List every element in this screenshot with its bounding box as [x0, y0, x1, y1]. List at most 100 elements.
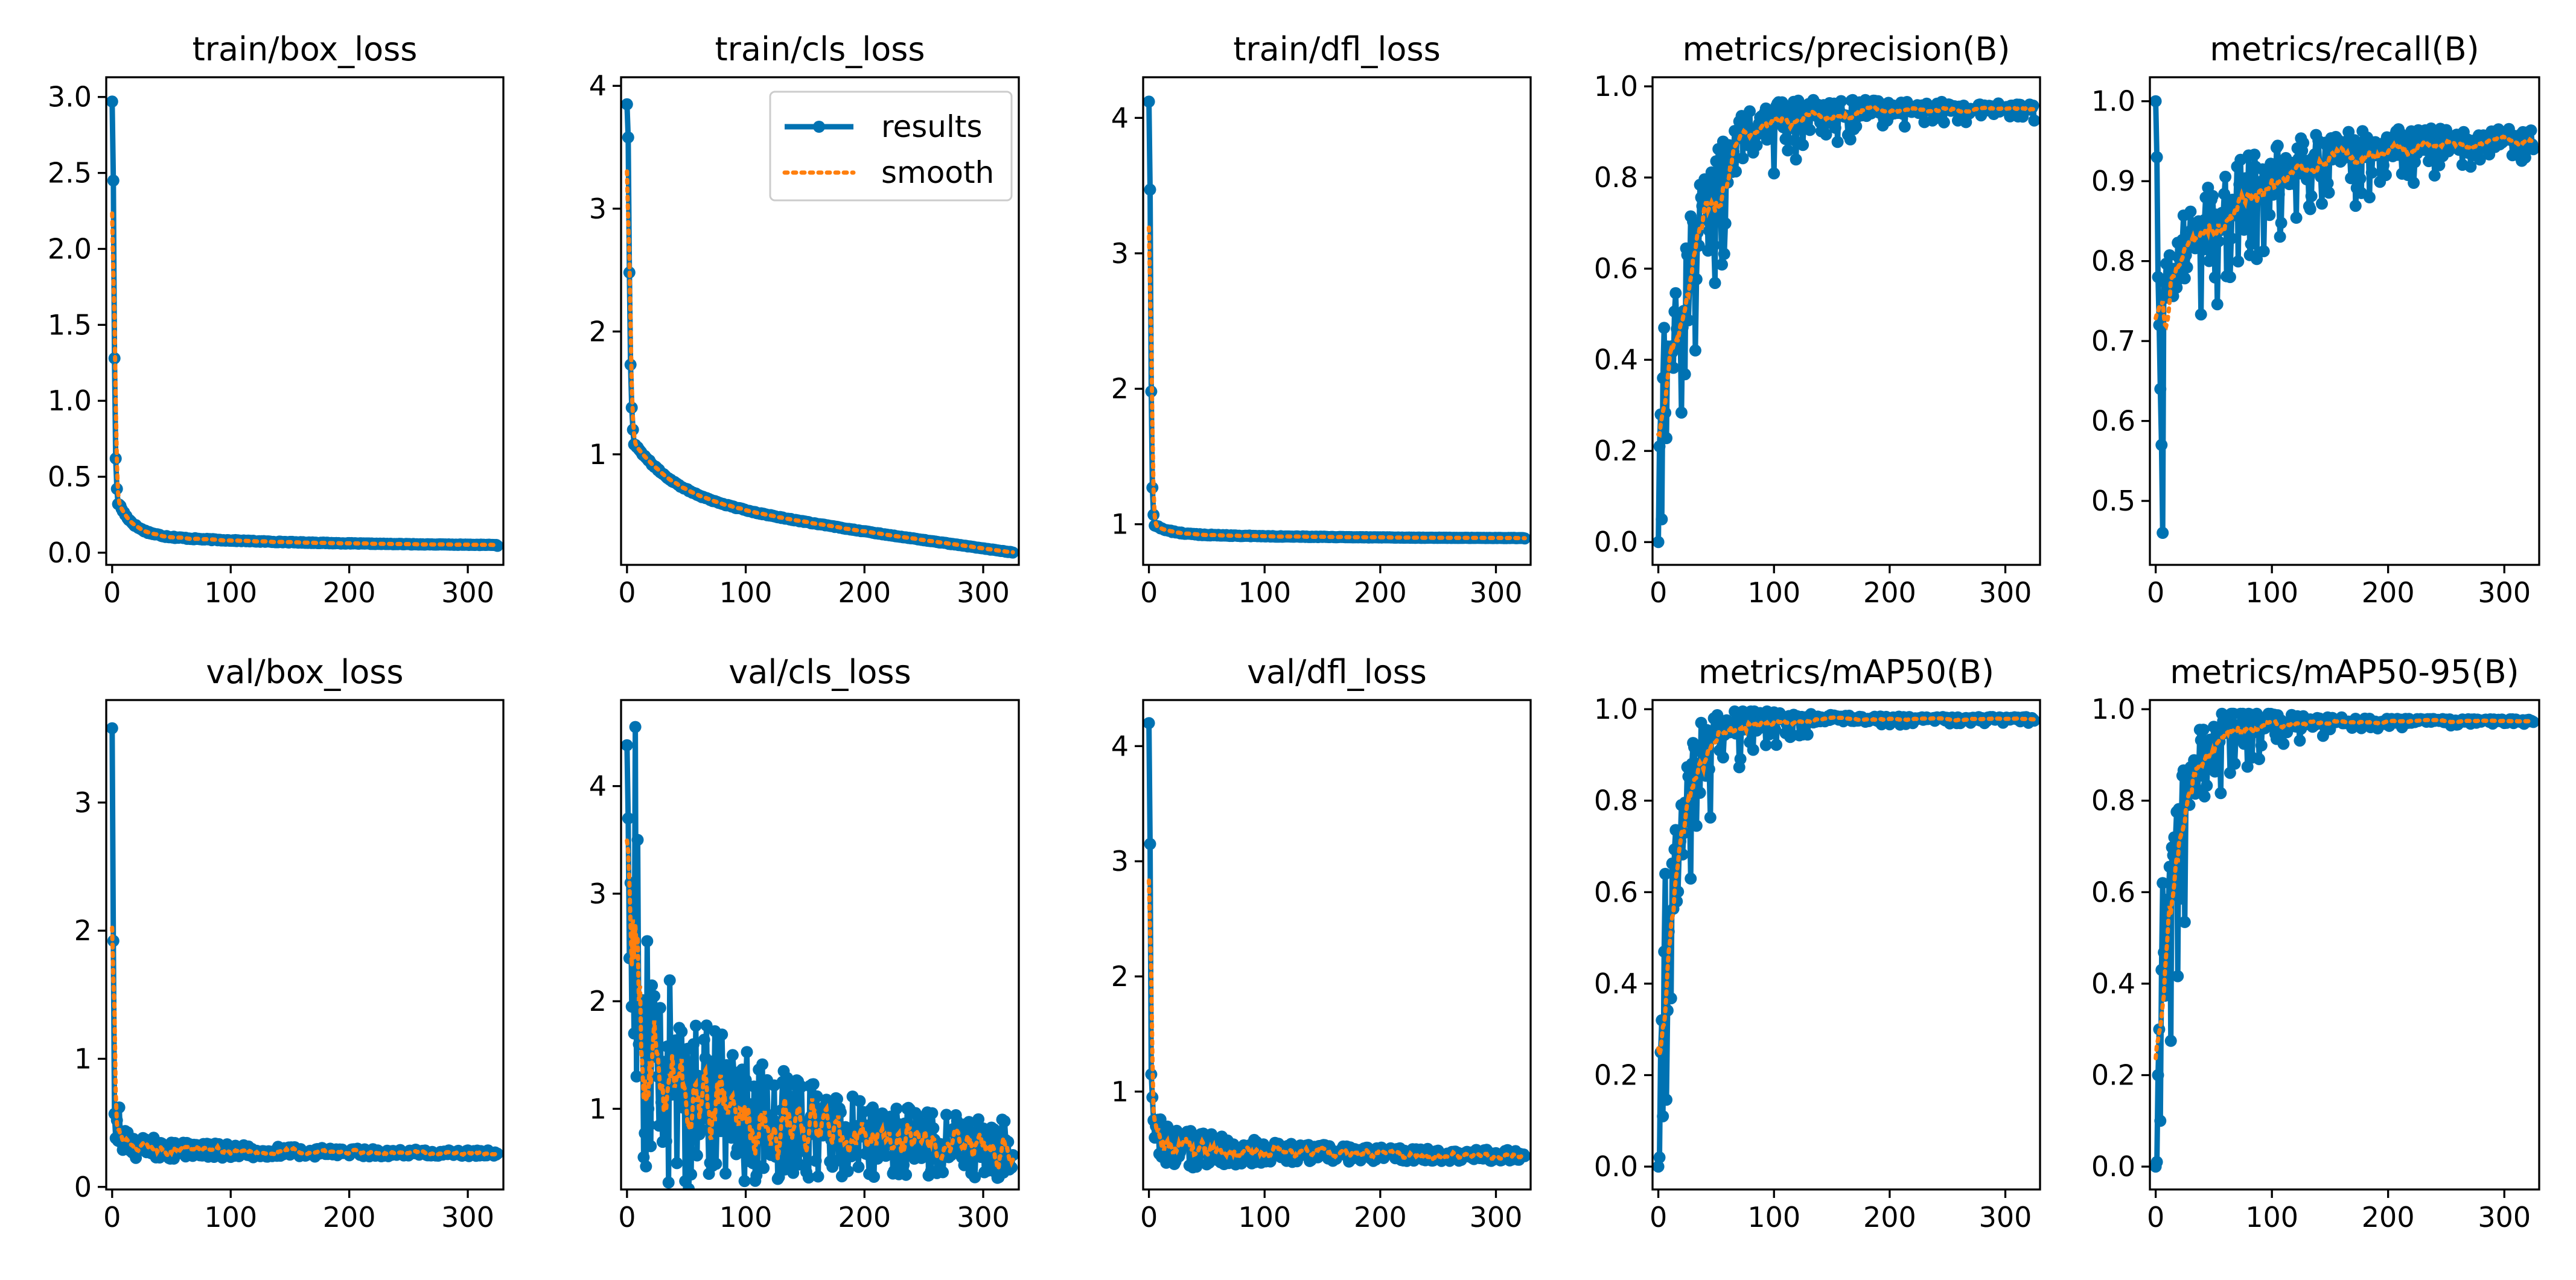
data-point	[683, 1183, 695, 1189]
data-point	[675, 1025, 688, 1038]
data-point	[1779, 133, 1792, 145]
data-point	[2150, 151, 2163, 164]
data-point	[642, 1103, 655, 1115]
data-point	[1703, 224, 1715, 237]
data-point	[2195, 308, 2207, 321]
data-point	[2184, 205, 2197, 218]
data-point	[1653, 440, 1666, 453]
y-tick-label: 4	[589, 69, 607, 102]
data-point	[2157, 527, 2169, 539]
data-point	[2255, 739, 2268, 752]
y-tick-label: 4	[589, 770, 607, 803]
data-point	[1711, 165, 1724, 178]
data-point	[2208, 765, 2221, 778]
data-point	[692, 1069, 704, 1082]
data-point	[2271, 139, 2284, 152]
data-point	[1144, 183, 1156, 196]
plot-area	[2150, 707, 2539, 1173]
x-tick-label: 200	[838, 1201, 891, 1234]
data-point	[972, 1113, 985, 1126]
data-point	[107, 174, 120, 187]
data-point	[1669, 287, 1682, 299]
data-point	[2274, 231, 2286, 243]
data-point	[2241, 760, 2254, 773]
data-point	[1750, 139, 1763, 151]
data-point	[2226, 193, 2239, 206]
data-point	[622, 812, 634, 825]
x-tick-label: 300	[441, 1201, 494, 1234]
x-tick-label: 0	[1650, 1201, 1667, 1234]
x-tick-label: 300	[1470, 576, 1523, 609]
data-point	[2527, 143, 2539, 156]
plot-area	[1653, 705, 2040, 1173]
chart-panel-metrics-precision-b: metrics/precision(B) 0 100 200 300 0.0 0.2 0.4 0…	[1594, 30, 2041, 609]
plot-area	[1143, 717, 1531, 1174]
data-point	[2248, 148, 2261, 161]
results-series-points	[2150, 95, 2539, 539]
data-point	[1658, 322, 1671, 334]
data-point	[1734, 753, 1747, 765]
chart-panel-val-box-loss: val/box_loss 0 100 200 300 0 1 2 3	[74, 653, 505, 1234]
data-point	[2232, 255, 2245, 268]
x-tick-label: 0	[103, 576, 121, 609]
data-point	[2174, 893, 2187, 905]
x-tick-label: 200	[838, 576, 891, 609]
y-tick-label: 3	[1111, 237, 1129, 270]
data-point	[1937, 116, 1950, 129]
data-point	[802, 1171, 815, 1184]
data-point	[1656, 513, 1668, 526]
chart-panel-train-dfl-loss: train/dfl_loss 0 100 200 300 1 2 3 4	[1111, 30, 1532, 609]
data-point	[1768, 167, 1781, 180]
y-tick-label: 3	[1111, 845, 1129, 877]
chart-title: train/box_loss	[193, 30, 418, 68]
data-point	[628, 1027, 640, 1040]
data-point	[2154, 1115, 2167, 1127]
data-point	[2277, 737, 2290, 750]
y-tick-label: 1.0	[2091, 85, 2135, 118]
data-point	[1835, 95, 1848, 107]
data-point	[660, 1135, 672, 1147]
data-point	[2212, 235, 2225, 247]
x-tick-label: 200	[323, 576, 376, 609]
data-point	[2172, 970, 2184, 982]
data-point	[726, 1049, 739, 1062]
data-point	[1158, 1145, 1170, 1157]
x-tick-label: 100	[1238, 576, 1291, 609]
data-point	[648, 990, 661, 1002]
data-point	[1653, 536, 1665, 549]
data-point	[2238, 223, 2250, 236]
y-tick-label: 2	[1111, 372, 1129, 405]
axes-frame	[620, 699, 1020, 1191]
data-point	[756, 1058, 769, 1071]
data-point	[879, 1150, 892, 1162]
data-point	[2297, 136, 2310, 149]
data-point	[852, 1161, 865, 1173]
data-point	[2228, 757, 2241, 770]
y-tick-label: 0.2	[1594, 435, 1638, 467]
data-point	[631, 833, 644, 846]
results-series-line	[109, 101, 499, 549]
data-point	[621, 98, 633, 110]
data-point	[1006, 1161, 1018, 1174]
data-point	[853, 1095, 866, 1107]
smooth-series-line	[1147, 225, 1527, 541]
data-point	[1898, 120, 1911, 133]
data-point	[812, 1170, 824, 1183]
data-point	[841, 1165, 854, 1177]
plot-area	[1143, 95, 1531, 545]
results-series-line	[1146, 723, 1528, 1170]
results-series-line	[1146, 101, 1526, 541]
legend-results-label: results	[881, 109, 983, 144]
y-tick-label: 0.7	[2091, 325, 2135, 357]
data-point	[2150, 95, 2162, 107]
data-point	[695, 1124, 708, 1136]
data-point	[732, 1126, 745, 1138]
data-point	[2211, 298, 2224, 311]
smooth-series-line	[1656, 715, 2036, 1056]
chart-panel-train-cls-loss: train/cls_loss 0 100 200 300 1 2 3 4 results smoot…	[589, 30, 1020, 609]
data-point	[998, 1115, 1011, 1127]
y-tick-label: 0.8	[2091, 785, 2135, 817]
axes-frame	[1651, 699, 2041, 1191]
data-point	[719, 1167, 732, 1180]
data-point	[2203, 255, 2216, 267]
